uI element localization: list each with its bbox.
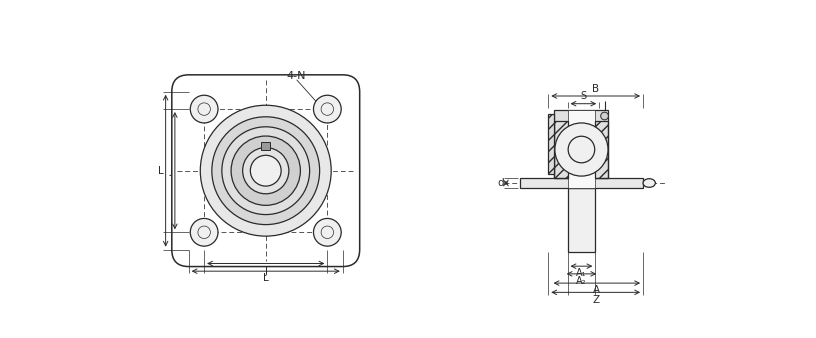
Text: A₂: A₂ <box>576 276 587 286</box>
Bar <box>520 178 643 188</box>
Circle shape <box>313 95 341 123</box>
Ellipse shape <box>643 179 655 187</box>
Bar <box>261 142 270 150</box>
Text: A: A <box>593 285 601 295</box>
Text: J: J <box>264 266 268 276</box>
Text: L: L <box>263 273 268 284</box>
Circle shape <box>555 123 608 176</box>
Text: Z: Z <box>592 295 599 305</box>
Bar <box>555 110 609 178</box>
Text: A₁: A₁ <box>576 268 587 279</box>
Circle shape <box>242 148 289 194</box>
Circle shape <box>222 127 309 215</box>
Circle shape <box>200 105 331 236</box>
Circle shape <box>251 155 282 186</box>
Text: d: d <box>497 178 503 188</box>
Text: B: B <box>592 84 599 94</box>
Text: L: L <box>157 166 163 176</box>
Bar <box>548 114 555 174</box>
Bar <box>548 114 555 174</box>
Bar <box>568 188 596 252</box>
Circle shape <box>313 218 341 246</box>
Bar <box>555 121 568 178</box>
Text: S: S <box>580 91 587 101</box>
Bar <box>596 121 609 178</box>
Circle shape <box>190 218 218 246</box>
Circle shape <box>601 112 609 120</box>
Circle shape <box>231 136 300 206</box>
Bar <box>568 110 596 188</box>
Circle shape <box>190 95 218 123</box>
Text: J: J <box>170 166 172 176</box>
Text: 4-N: 4-N <box>286 71 306 81</box>
Circle shape <box>212 117 320 224</box>
